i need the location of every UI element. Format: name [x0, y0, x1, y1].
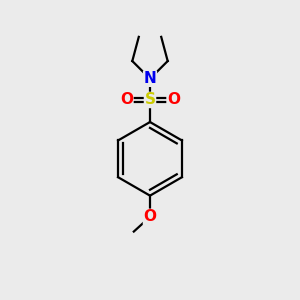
Text: O: O: [143, 209, 157, 224]
Text: S: S: [145, 92, 155, 107]
Text: O: O: [120, 92, 133, 107]
Text: N: N: [144, 71, 156, 86]
Text: O: O: [167, 92, 180, 107]
